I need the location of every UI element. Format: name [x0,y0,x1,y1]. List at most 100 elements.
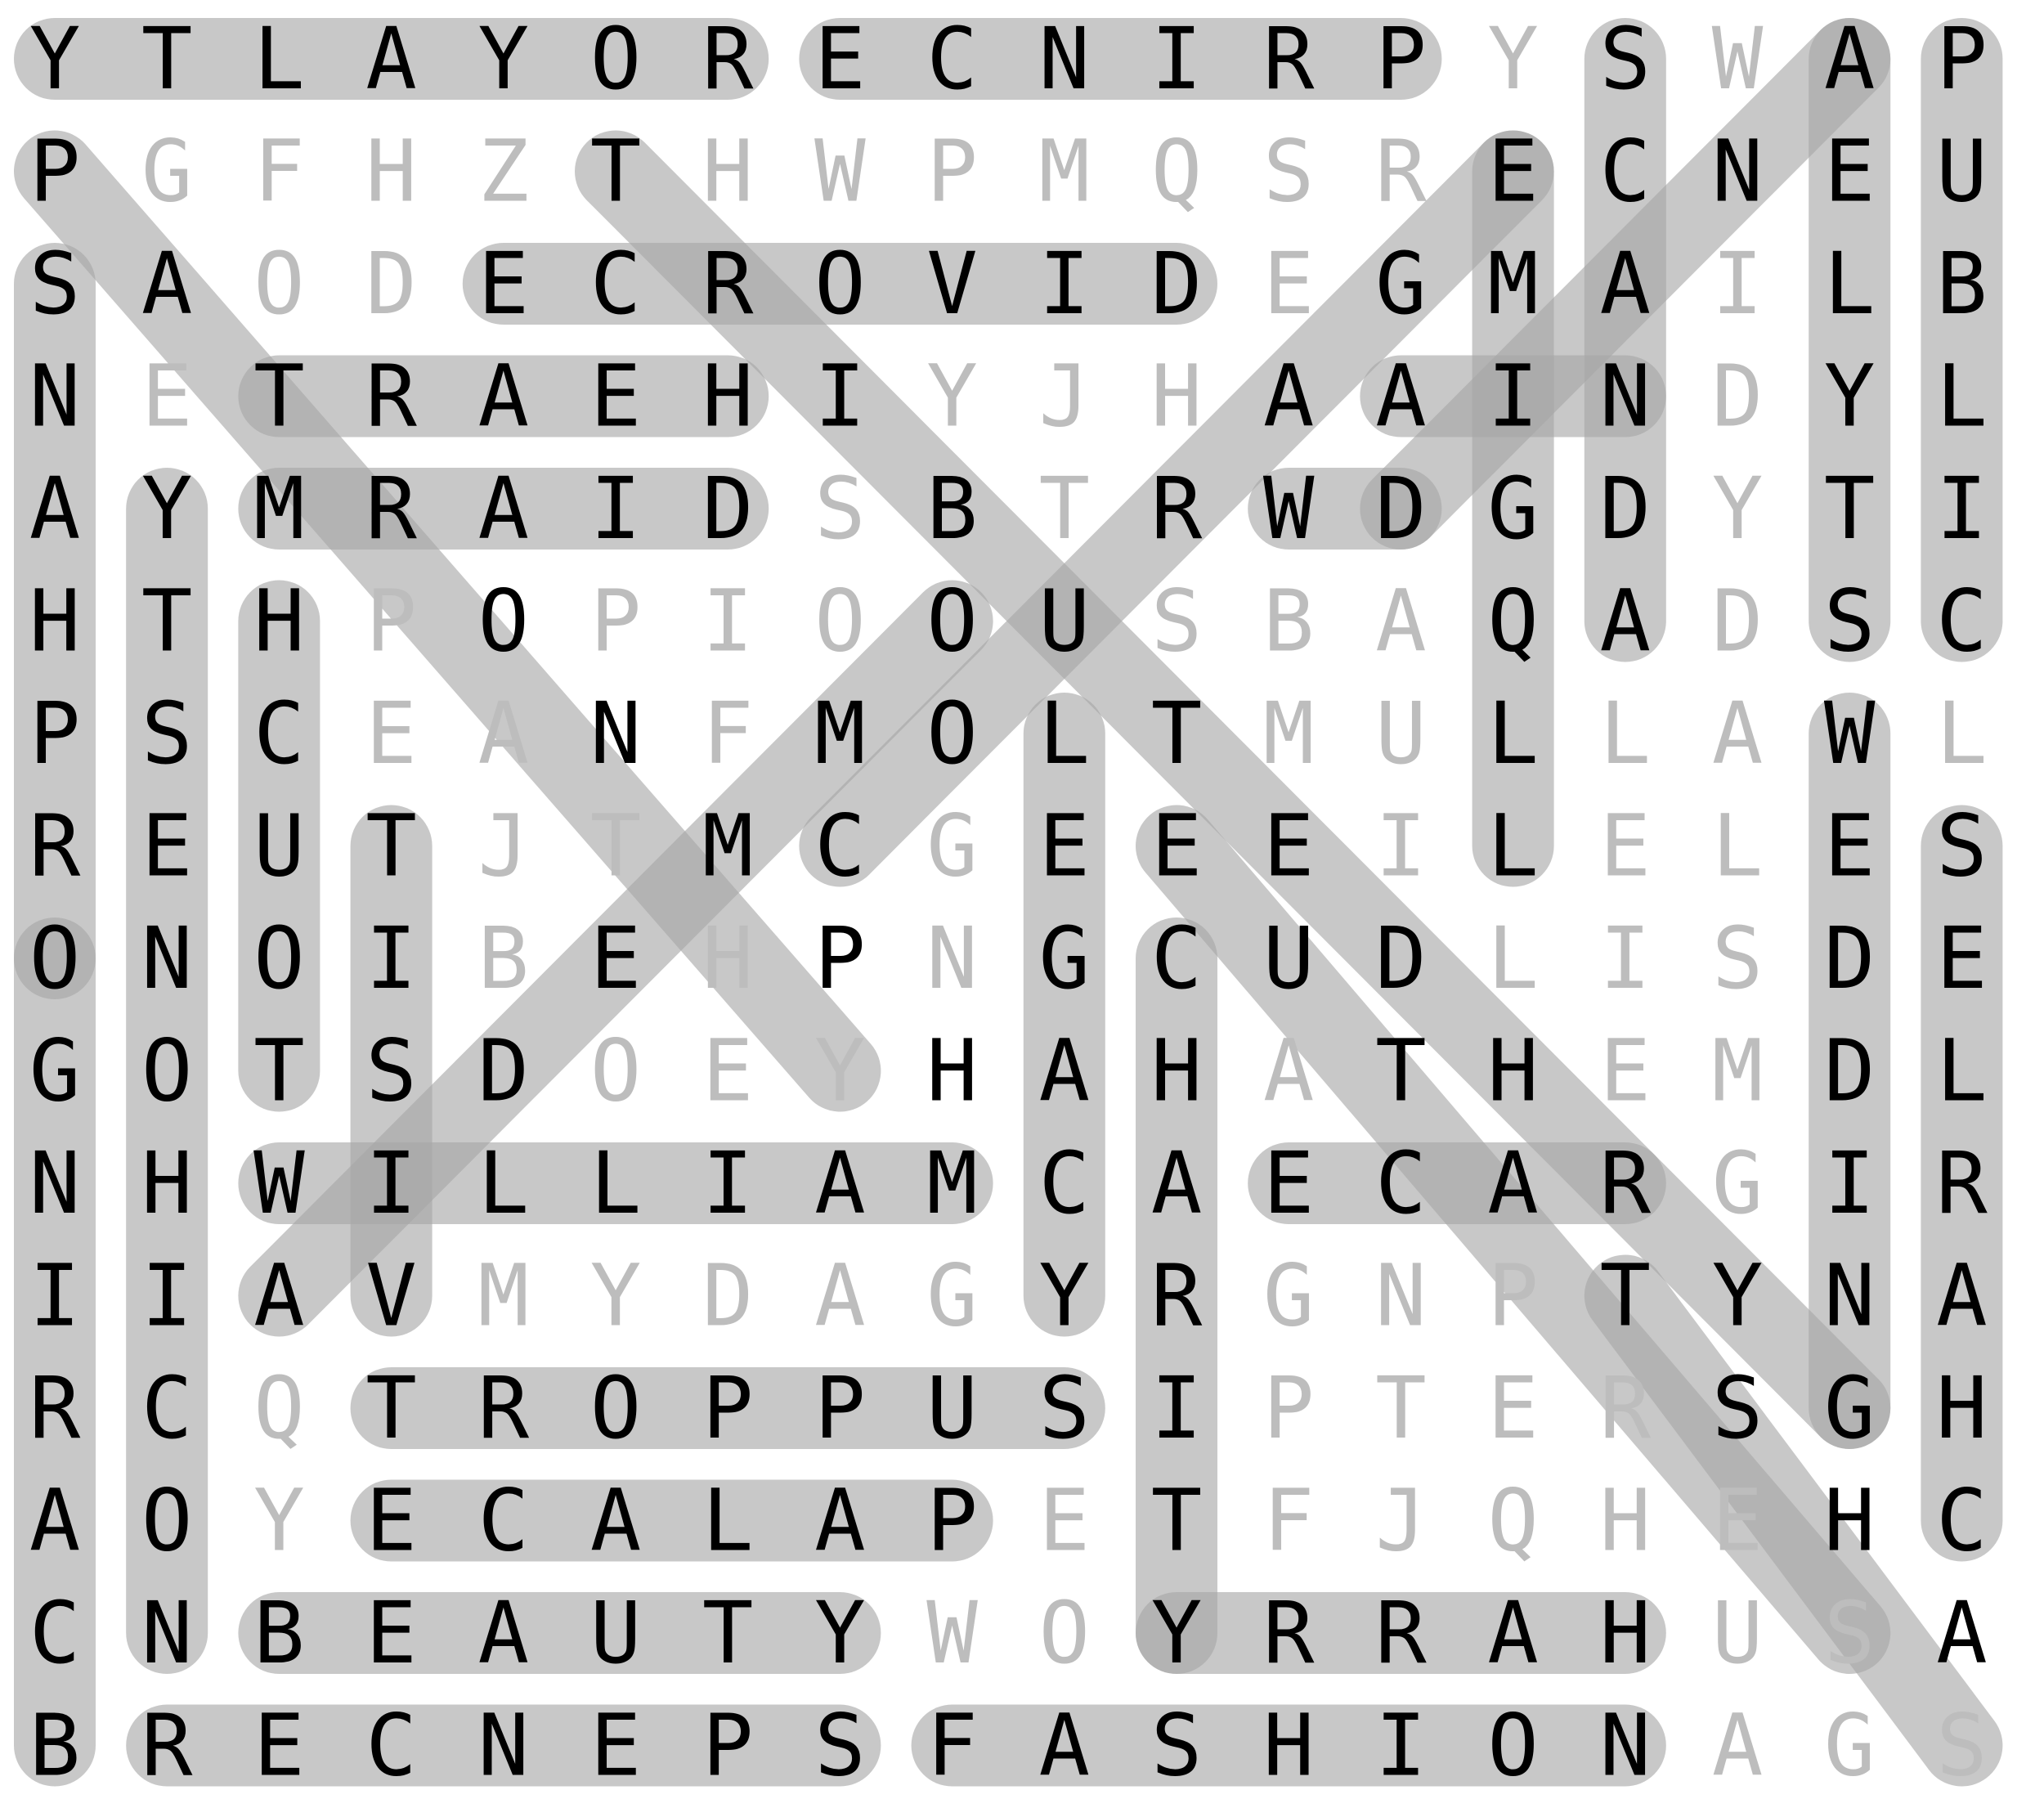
grid-letter[interactable]: O [1038,1583,1090,1683]
grid-letter[interactable]: W [814,122,866,222]
grid-letter[interactable]: W [253,1133,305,1233]
grid-letter[interactable]: U [926,1358,978,1458]
grid-letter[interactable]: T [365,1358,417,1458]
grid-letter[interactable]: E [1151,796,1203,896]
grid-letter[interactable]: A [1936,1583,1988,1683]
grid-letter[interactable]: N [1038,9,1090,109]
grid-letter[interactable]: Y [1151,1583,1203,1683]
grid-letter[interactable]: C [1599,122,1651,222]
grid-letter[interactable]: D [1824,1021,1876,1121]
grid-letter[interactable]: I [1936,459,1988,559]
grid-letter[interactable]: O [590,1021,642,1121]
grid-letter[interactable]: H [141,1133,193,1233]
grid-letter[interactable]: M [1263,684,1315,783]
grid-letter[interactable]: P [702,1358,754,1458]
grid-letter[interactable]: H [1599,1471,1651,1571]
grid-letter[interactable]: P [1375,9,1427,109]
grid-letter[interactable]: I [1375,1696,1427,1796]
grid-letter[interactable]: L [590,1133,642,1233]
grid-letter[interactable]: Q [1487,572,1539,671]
grid-letter[interactable]: T [1151,684,1203,783]
grid-letter[interactable]: S [1263,122,1315,222]
grid-letter[interactable]: U [1375,684,1427,783]
grid-letter[interactable]: G [1824,1358,1876,1458]
grid-letter[interactable]: M [1038,122,1090,222]
grid-letter[interactable]: B [477,908,529,1008]
grid-letter[interactable]: A [1263,1021,1315,1121]
grid-letter[interactable]: T [365,796,417,896]
grid-letter[interactable]: D [1824,908,1876,1008]
grid-letter[interactable]: G [1824,1696,1876,1796]
grid-letter[interactable]: H [702,347,754,446]
grid-letter[interactable]: W [1712,9,1764,109]
grid-letter[interactable]: E [1824,122,1876,222]
grid-letter[interactable]: P [29,684,81,783]
grid-letter[interactable]: E [1263,1133,1315,1233]
grid-letter[interactable]: T [1599,1246,1651,1346]
grid-letter[interactable]: N [477,1696,529,1796]
grid-letter[interactable]: N [1599,347,1651,446]
grid-letter[interactable]: E [365,1471,417,1571]
grid-letter[interactable]: A [477,459,529,559]
grid-letter[interactable]: O [590,1358,642,1458]
grid-letter[interactable]: G [29,1021,81,1121]
grid-letter[interactable]: H [1487,1021,1539,1121]
grid-letter[interactable]: E [1824,796,1876,896]
grid-letter[interactable]: O [814,234,866,334]
grid-letter[interactable]: E [590,1696,642,1796]
grid-letter[interactable]: A [1263,347,1315,446]
grid-letter[interactable]: Y [253,1471,305,1571]
grid-letter[interactable]: R [1263,1583,1315,1683]
grid-letter[interactable]: I [1824,1133,1876,1233]
grid-letter[interactable]: E [1038,1471,1090,1571]
grid-letter[interactable]: G [141,122,193,222]
grid-letter[interactable]: N [29,1133,81,1233]
grid-letter[interactable]: A [1599,572,1651,671]
grid-letter[interactable]: L [1487,684,1539,783]
grid-letter[interactable]: O [590,9,642,109]
grid-letter[interactable]: A [477,1583,529,1683]
grid-letter[interactable]: N [590,684,642,783]
grid-letter[interactable]: B [1263,572,1315,671]
grid-letter[interactable]: E [814,9,866,109]
grid-letter[interactable]: B [1936,234,1988,334]
grid-letter[interactable]: L [1038,684,1090,783]
grid-letter[interactable]: D [1151,234,1203,334]
grid-letter[interactable]: E [702,1021,754,1121]
grid-letter[interactable]: I [1151,1358,1203,1458]
grid-letter[interactable]: S [1712,1358,1764,1458]
grid-letter[interactable]: M [702,796,754,896]
grid-letter[interactable]: S [365,1021,417,1121]
grid-letter[interactable]: O [1487,1696,1539,1796]
grid-letter[interactable]: L [1824,234,1876,334]
grid-letter[interactable]: G [1712,1133,1764,1233]
grid-letter[interactable]: H [926,1021,978,1121]
grid-letter[interactable]: P [365,572,417,671]
grid-letter[interactable]: Y [1487,9,1539,109]
grid-letter[interactable]: W [1263,459,1315,559]
grid-letter[interactable]: A [1375,347,1427,446]
grid-letter[interactable]: V [365,1246,417,1346]
grid-letter[interactable]: W [1824,684,1876,783]
grid-letter[interactable]: H [1824,1471,1876,1571]
grid-letter[interactable]: Q [253,1358,305,1458]
grid-letter[interactable]: H [1151,1021,1203,1121]
grid-letter[interactable]: L [1487,796,1539,896]
grid-letter[interactable]: E [477,234,529,334]
grid-letter[interactable]: R [141,1696,193,1796]
grid-letter[interactable]: Y [926,347,978,446]
grid-letter[interactable]: H [702,908,754,1008]
grid-letter[interactable]: S [141,684,193,783]
grid-letter[interactable]: D [1375,459,1427,559]
grid-letter[interactable]: I [702,1133,754,1233]
grid-letter[interactable]: D [1712,347,1764,446]
grid-letter[interactable]: I [1038,234,1090,334]
grid-letter[interactable]: I [590,459,642,559]
grid-letter[interactable]: S [1599,9,1651,109]
grid-letter[interactable]: C [1936,1471,1988,1571]
grid-letter[interactable]: B [253,1583,305,1683]
grid-letter[interactable]: S [1936,796,1988,896]
grid-letter[interactable]: L [1936,347,1988,446]
grid-letter[interactable]: Z [477,122,529,222]
grid-letter[interactable]: C [590,234,642,334]
